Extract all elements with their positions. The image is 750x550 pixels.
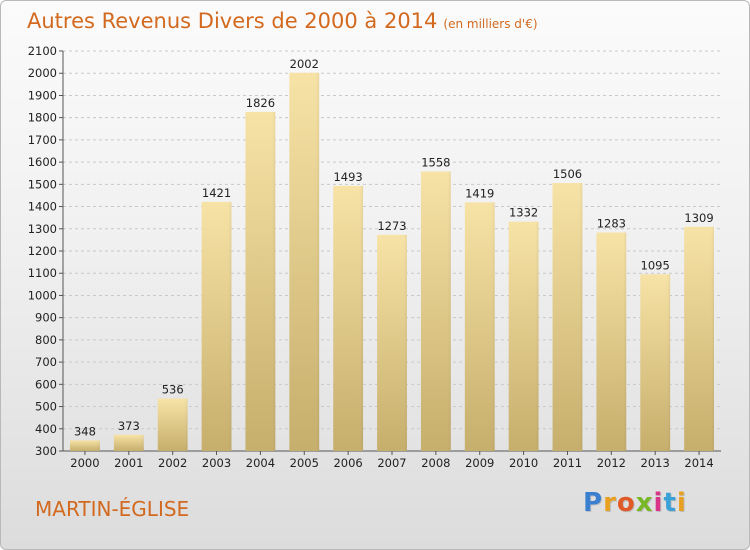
- y-tick-label: 700: [35, 355, 57, 369]
- bar-shade: [113, 434, 144, 451]
- logo-letter: i: [676, 488, 687, 518]
- logo-letter: x: [635, 488, 654, 518]
- labels: 300 400 500 600 700 800 900 1000 1100 1200 1300 140…: [28, 44, 714, 470]
- value-label: 2002: [290, 57, 319, 71]
- bar-shade: [464, 202, 495, 451]
- logo-letter: r: [603, 488, 617, 518]
- y-tick-label: 1100: [28, 266, 57, 280]
- proxiti-logo[interactable]: Proxiti: [583, 488, 687, 518]
- x-tick-label: 2014: [684, 456, 713, 470]
- logo-letter: i: [653, 488, 664, 518]
- logo-letter: P: [583, 488, 604, 518]
- bar-shade: [289, 72, 320, 452]
- bar-shade: [640, 274, 671, 451]
- bar-shade: [552, 183, 583, 451]
- value-label: 1419: [465, 186, 494, 200]
- bar-shade: [684, 226, 714, 451]
- y-tick-label: 1600: [28, 155, 57, 169]
- bar-shade: [333, 185, 364, 451]
- y-tick-label: 600: [35, 377, 57, 391]
- y-tick-label: 1900: [28, 88, 57, 102]
- bar-shade: [157, 398, 188, 451]
- bar-shade: [245, 111, 276, 451]
- value-label: 1506: [553, 167, 582, 181]
- value-label: 536: [162, 383, 184, 397]
- bars: [70, 72, 714, 452]
- y-tick-label: 1000: [28, 288, 57, 302]
- value-label: 1493: [333, 170, 362, 184]
- x-tick-label: 2003: [202, 456, 231, 470]
- value-label: 348: [74, 424, 96, 438]
- x-tick-label: 2002: [158, 456, 187, 470]
- y-tick-label: 1300: [28, 222, 57, 236]
- value-label: 1826: [246, 96, 275, 110]
- value-label: 1421: [202, 186, 231, 200]
- x-tick-label: 2006: [333, 456, 362, 470]
- value-label: 1332: [509, 206, 538, 220]
- x-tick-label: 2001: [114, 456, 143, 470]
- y-tick-label: 1200: [28, 244, 57, 258]
- value-label: 1309: [684, 211, 713, 225]
- x-tick-label: 2011: [553, 456, 582, 470]
- chart-title: Autres Revenus Divers de 2000 à 2014 (en …: [27, 9, 538, 33]
- y-tick-label: 300: [35, 444, 57, 458]
- value-label: 1558: [421, 155, 450, 169]
- x-tick-label: 2000: [70, 456, 99, 470]
- y-tick-label: 1800: [28, 111, 57, 125]
- y-tick-label: 2100: [28, 44, 57, 58]
- value-label: 1095: [641, 258, 670, 272]
- chart-title-unit: (en milliers d'€): [443, 17, 538, 31]
- y-tick-label: 800: [35, 333, 57, 347]
- x-tick-label: 2013: [641, 456, 670, 470]
- x-tick-label: 2007: [377, 456, 406, 470]
- x-tick-label: 2004: [246, 456, 275, 470]
- value-label: 1283: [597, 217, 626, 231]
- y-tick-label: 500: [35, 400, 57, 414]
- x-tick-label: 2009: [465, 456, 494, 470]
- value-label: 373: [118, 419, 140, 433]
- bar-shade: [508, 221, 539, 451]
- y-tick-label: 2000: [28, 66, 57, 80]
- x-tick-label: 2012: [597, 456, 626, 470]
- bar-shade: [201, 201, 232, 451]
- bar-shade: [70, 440, 100, 451]
- chart-title-main: Autres Revenus Divers de 2000 à 2014: [27, 9, 438, 33]
- bar-shade: [596, 232, 627, 451]
- x-tick-label: 2010: [509, 456, 538, 470]
- y-tick-label: 400: [35, 422, 57, 436]
- y-tick-label: 1700: [28, 133, 57, 147]
- x-tick-label: 2005: [290, 456, 319, 470]
- x-tick-label: 2008: [421, 456, 450, 470]
- value-label: 1273: [377, 219, 406, 233]
- y-tick-label: 1400: [28, 200, 57, 214]
- y-tick-label: 900: [35, 311, 57, 325]
- logo-letter: o: [616, 488, 636, 518]
- logo-letter: t: [663, 488, 677, 518]
- bar-shade: [377, 234, 407, 451]
- y-tick-label: 1500: [28, 177, 57, 191]
- commune-name: MARTIN-ÉGLISE: [35, 497, 190, 521]
- bar-shade: [420, 171, 451, 451]
